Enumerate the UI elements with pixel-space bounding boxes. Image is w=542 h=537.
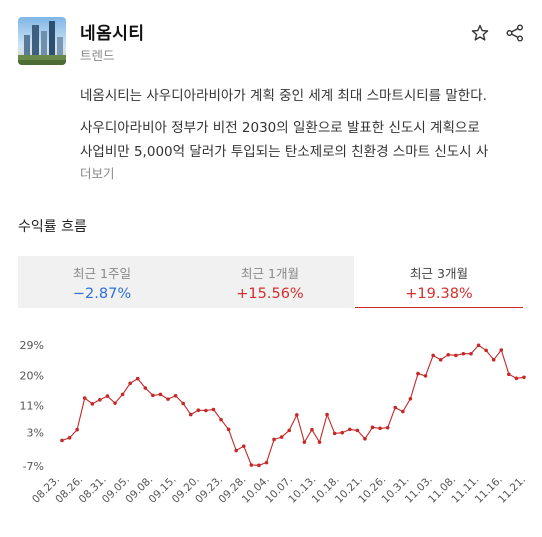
- data-point: [90, 402, 95, 406]
- data-point: [151, 393, 155, 398]
- data-point: [348, 427, 352, 432]
- data-point: [431, 353, 435, 358]
- page-title: 네옴시티: [80, 24, 145, 44]
- data-point: [340, 430, 345, 435]
- city-thumbnail[interactable]: [18, 17, 66, 65]
- data-point: [514, 376, 519, 381]
- description-line: 사업비만 5,000억 달러가 투입되는 탄소제로의 친환경 스마트 신도시 사: [80, 144, 489, 160]
- data-point: [166, 397, 170, 401]
- star-icon[interactable]: [470, 23, 490, 43]
- section-title: 수익률 흐름: [18, 219, 87, 235]
- data-point: [302, 440, 307, 444]
- category-label: 트렌드: [80, 48, 115, 63]
- data-point: [408, 396, 413, 401]
- data-point: [476, 343, 481, 348]
- tab-label: 최근 1주일: [73, 266, 131, 281]
- data-point: [219, 417, 223, 422]
- tab-return-value: −2.87%: [72, 286, 132, 302]
- data-point: [393, 405, 398, 410]
- description-line: 네옴시티는 사우디아라비아가 계획 중인 세계 최대 스마트시티를 말한다.: [80, 88, 487, 104]
- y-tick-label: 3%: [27, 426, 44, 439]
- return-line-chart: 29% 20% 11% 3% -7% 08.23. 08.26. 08.31. 09.05. 09…: [0, 318, 542, 537]
- y-tick-label: 20%: [20, 369, 44, 382]
- data-point: [105, 394, 110, 398]
- data-point: [120, 392, 125, 397]
- data-point: [491, 357, 496, 362]
- tab-return-value: +15.56%: [236, 286, 304, 302]
- data-point: [67, 435, 72, 440]
- data-point: [128, 381, 132, 386]
- data-point: [181, 401, 185, 406]
- data-point: [507, 372, 511, 377]
- y-tick-label: -7%: [23, 460, 44, 473]
- data-point: [461, 351, 466, 356]
- period-tabs: 최근 1주일 −2.87% 최근 1개월 +15.56% 최근 3개월 +19.…: [18, 256, 524, 308]
- data-point: [423, 374, 428, 378]
- data-point: [438, 357, 443, 362]
- data-point: [226, 427, 231, 432]
- data-point: [60, 438, 64, 443]
- data-point: [355, 428, 360, 433]
- data-point: [241, 444, 246, 448]
- data-point: [454, 353, 458, 358]
- data-point: [378, 426, 382, 431]
- data-point: [211, 407, 216, 412]
- data-point: [484, 348, 488, 353]
- data-point: [416, 371, 420, 376]
- tab-label: 최근 3개월: [410, 266, 468, 281]
- trend-header: 네옴시티 트렌드: [18, 17, 528, 67]
- data-point: [234, 448, 238, 453]
- chart-svg: 29%20%11%3%-7%08.23.08.26.08.31.09.05.09…: [20, 339, 529, 506]
- data-point: [385, 425, 390, 430]
- tab-3-months[interactable]: 최근 3개월 +19.38%: [355, 256, 523, 308]
- data-point: [401, 409, 405, 414]
- data-point: [332, 431, 337, 436]
- y-tick-label: 11%: [20, 400, 44, 413]
- data-point: [317, 440, 322, 444]
- data-point: [264, 460, 269, 465]
- series-line: [61, 344, 525, 466]
- data-point: [310, 427, 314, 432]
- tab-label: 최근 1개월: [241, 266, 299, 281]
- data-point: [158, 392, 163, 397]
- y-tick-label: 29%: [20, 339, 44, 352]
- data-point: [143, 386, 148, 390]
- data-point: [272, 437, 276, 442]
- data-point: [446, 352, 451, 357]
- data-point: [113, 401, 117, 405]
- data-point: [75, 427, 79, 432]
- data-point: [279, 435, 284, 439]
- data-point: [188, 412, 193, 417]
- tab-return-value: +19.38%: [405, 286, 473, 302]
- data-point: [370, 425, 375, 430]
- description-line: 사우디아라비아 정부가 비전 2030의 일환으로 발표한 신도시 계획으로: [80, 120, 480, 136]
- data-point: [363, 436, 367, 441]
- data-point: [135, 376, 140, 381]
- data-point: [249, 463, 254, 467]
- data-point: [204, 408, 208, 413]
- data-point: [287, 428, 292, 433]
- data-point: [98, 397, 102, 402]
- data-point: [469, 351, 473, 356]
- share-icon[interactable]: [505, 23, 525, 43]
- data-point: [196, 408, 201, 413]
- data-point: [257, 463, 261, 468]
- tab-1-month[interactable]: 최근 1개월 +15.56%: [186, 256, 354, 308]
- data-point: [294, 413, 299, 417]
- data-point: [82, 396, 87, 400]
- tab-1-week[interactable]: 최근 1주일 −2.87%: [18, 256, 186, 308]
- data-point: [173, 393, 178, 398]
- data-point: [522, 375, 526, 380]
- more-link[interactable]: 더보기: [80, 166, 115, 181]
- data-point: [499, 348, 504, 352]
- data-point: [325, 412, 329, 417]
